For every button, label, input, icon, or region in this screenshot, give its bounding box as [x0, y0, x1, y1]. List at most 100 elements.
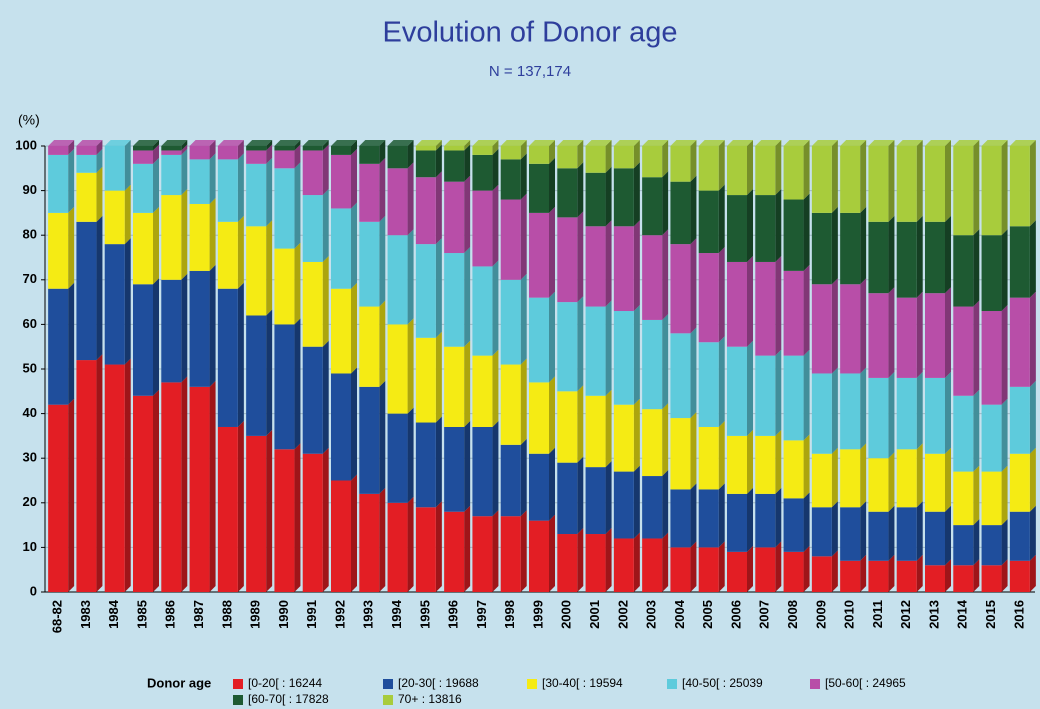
- legend-title: Donor age: [147, 675, 211, 690]
- bar-segment: [500, 279, 521, 365]
- bar-depth: [662, 229, 669, 320]
- bar-depth: [379, 157, 386, 222]
- bar-segment: [613, 471, 634, 539]
- bar-depth: [831, 206, 838, 285]
- bar-top: [444, 140, 471, 146]
- bar-depth: [690, 412, 697, 490]
- bar-top: [76, 140, 103, 146]
- bar-segment: [755, 261, 776, 356]
- bar-top: [953, 140, 980, 146]
- bar-segment: [811, 284, 832, 374]
- bar-segment: [444, 426, 465, 512]
- bar-depth: [1001, 559, 1008, 592]
- bar-segment: [444, 511, 465, 592]
- bar-segment: [359, 493, 380, 592]
- bar-segment: [698, 253, 719, 343]
- bar-segment: [642, 146, 663, 178]
- bar-depth: [577, 140, 584, 169]
- bar-top: [783, 140, 810, 146]
- bar-depth: [181, 140, 188, 151]
- bar-segment: [472, 154, 493, 191]
- bar-depth: [916, 443, 923, 508]
- bar-segment: [529, 297, 549, 383]
- bar-segment: [331, 373, 351, 481]
- legend-label: [60-70[ : 17828: [248, 692, 329, 706]
- bar-depth: [718, 336, 725, 427]
- legend-swatch: [527, 679, 537, 689]
- legend-label: 70+ : 13816: [398, 692, 462, 706]
- y-tick-label: 0: [30, 583, 37, 598]
- bar-segment: [133, 163, 153, 213]
- y-tick-label: 60: [23, 316, 37, 331]
- bar-depth: [1001, 305, 1008, 405]
- bar-depth: [266, 220, 273, 316]
- bar-segment: [557, 217, 578, 303]
- bar-segment: [217, 288, 238, 427]
- bar-segment: [415, 146, 436, 151]
- bar-depth: [945, 287, 951, 378]
- bar-depth: [1001, 465, 1008, 526]
- bar-depth: [68, 148, 75, 213]
- bar-depth: [945, 371, 951, 454]
- x-tick-label: 2004: [672, 599, 687, 629]
- x-tick-label: 2009: [813, 600, 828, 629]
- bar-depth: [577, 385, 584, 463]
- bar-segment: [472, 426, 493, 517]
- bar-depth: [96, 166, 103, 222]
- bar-segment: [727, 346, 747, 436]
- x-tick-label: 1994: [389, 599, 404, 629]
- bar-depth: [945, 447, 951, 512]
- y-tick-label: 90: [23, 182, 37, 197]
- bar-segment: [727, 551, 747, 592]
- bar-segment: [613, 311, 634, 405]
- bar-depth: [888, 140, 895, 222]
- bar-segment: [217, 146, 238, 160]
- bar-depth: [322, 340, 329, 454]
- bar-segment: [76, 221, 97, 361]
- bar-depth: [435, 171, 442, 245]
- bar-depth: [68, 140, 75, 155]
- bar-depth: [549, 140, 555, 164]
- bar-segment: [161, 150, 182, 155]
- bar-segment: [727, 146, 747, 196]
- bar-depth: [831, 501, 838, 557]
- bar-segment: [698, 190, 719, 254]
- bar-depth: [662, 470, 669, 539]
- bar-depth: [435, 331, 442, 423]
- bar-top: [48, 140, 75, 146]
- bar-depth: [266, 429, 273, 592]
- bar-segment: [529, 212, 549, 298]
- bar-depth: [916, 554, 923, 592]
- bar-segment: [331, 154, 351, 209]
- bar-top: [642, 140, 669, 146]
- bar-depth: [379, 215, 386, 307]
- x-tick-label: 1995: [417, 600, 432, 629]
- bar-depth: [577, 162, 584, 218]
- bar-segment: [698, 146, 719, 191]
- bar-depth: [209, 197, 216, 271]
- bar-segment: [925, 511, 945, 566]
- y-tick-label: 10: [23, 539, 37, 554]
- bar-depth: [1029, 140, 1036, 227]
- bar-segment: [642, 476, 663, 539]
- legend-swatch: [383, 695, 393, 705]
- chart-subtitle: N = 137,174: [489, 63, 571, 80]
- bar-depth: [464, 247, 471, 347]
- bar-top: [387, 140, 414, 146]
- bar-segment: [274, 248, 295, 325]
- bar-segment: [925, 565, 945, 592]
- bar-segment: [76, 172, 97, 222]
- bar-segment: [133, 395, 153, 592]
- bar-segment: [783, 199, 804, 271]
- bar-depth: [718, 140, 725, 191]
- y-axis-label: (%): [18, 112, 40, 128]
- bar-segment: [896, 377, 917, 450]
- bar-top: [415, 140, 442, 146]
- legend-label: [40-50[ : 25039: [682, 676, 763, 690]
- bar-segment: [161, 279, 182, 383]
- bar-depth: [860, 278, 867, 374]
- y-tick-label: 30: [23, 450, 37, 465]
- x-tick-label: 1991: [304, 600, 319, 629]
- bar-segment: [274, 168, 295, 249]
- bar-segment: [727, 493, 747, 552]
